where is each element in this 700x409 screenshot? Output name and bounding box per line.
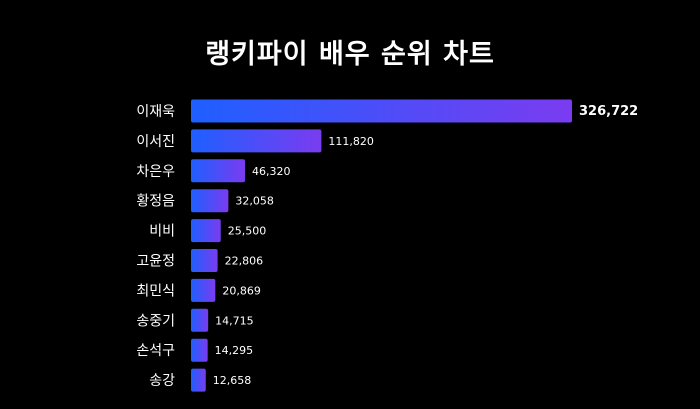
bar xyxy=(191,368,206,392)
category-label: 고윤정 xyxy=(136,254,175,270)
bar xyxy=(191,338,208,362)
bar xyxy=(191,249,218,272)
value-label: 14,715 xyxy=(215,314,254,327)
value-label: 25,500 xyxy=(228,225,266,238)
category-label: 최민식 xyxy=(136,283,175,299)
category-label: 송중기 xyxy=(136,313,175,329)
value-label: 111,820 xyxy=(328,135,374,148)
category-label: 이서진 xyxy=(136,134,175,150)
value-label: 326,722 xyxy=(579,104,638,119)
bar xyxy=(191,308,209,332)
bar xyxy=(191,129,322,153)
bar xyxy=(191,99,572,123)
value-label: 14,295 xyxy=(215,344,254,357)
value-label: 20,869 xyxy=(222,284,260,297)
bar xyxy=(191,189,229,213)
category-label: 황정음 xyxy=(136,194,175,210)
category-label: 비비 xyxy=(149,224,175,240)
value-label: 46,320 xyxy=(252,165,290,178)
category-label: 송강 xyxy=(149,373,175,389)
value-label: 12,658 xyxy=(213,374,252,387)
value-label: 32,058 xyxy=(235,195,274,208)
bar xyxy=(191,278,216,302)
category-label: 차은우 xyxy=(136,164,175,180)
category-label: 손석구 xyxy=(136,343,175,359)
bar xyxy=(191,219,221,243)
chart-title: 랭키파이 배우 순위 차트 xyxy=(205,39,495,70)
bar xyxy=(191,159,246,183)
value-label: 22,806 xyxy=(225,255,263,268)
category-label: 이재욱 xyxy=(136,104,175,120)
